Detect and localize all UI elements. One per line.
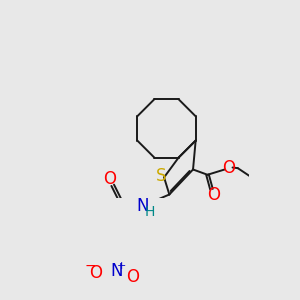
Text: O: O [89, 264, 102, 282]
Text: O: O [208, 185, 220, 203]
Text: +: + [117, 261, 126, 271]
Text: −: − [85, 259, 96, 273]
Text: S: S [156, 167, 167, 185]
Text: N: N [137, 197, 149, 215]
Text: O: O [126, 268, 139, 286]
Text: O: O [103, 170, 117, 188]
Text: N: N [110, 262, 123, 280]
Text: H: H [145, 205, 155, 219]
Text: O: O [222, 158, 235, 176]
